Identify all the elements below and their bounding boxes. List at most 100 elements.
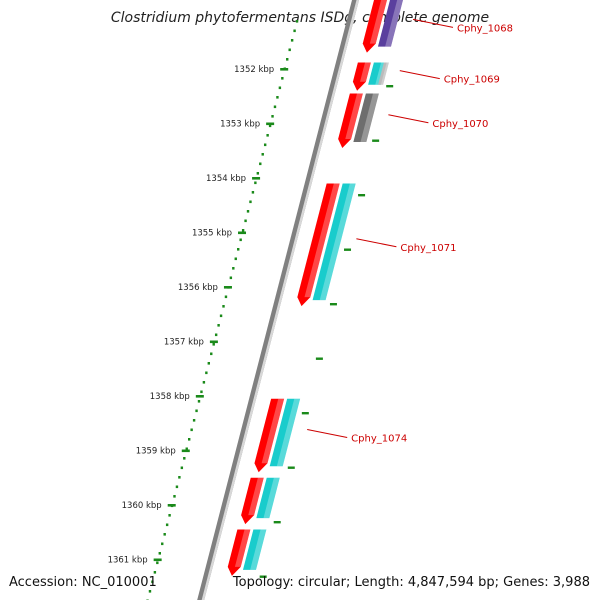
ruler-dot bbox=[151, 580, 154, 584]
gene-4-inner-shine bbox=[319, 183, 356, 301]
tick-label-1353: 1353 kbp bbox=[220, 120, 260, 130]
ruler-dot bbox=[219, 314, 223, 318]
ruler-dot bbox=[295, 20, 299, 23]
ruler-dot bbox=[276, 96, 279, 99]
gene-2-outer bbox=[352, 62, 371, 91]
gene-7-outer-body bbox=[227, 529, 251, 576]
gene-track bbox=[227, 0, 403, 576]
ruler-dot bbox=[156, 561, 159, 565]
tick-mark bbox=[252, 177, 261, 180]
inner-tick-mark bbox=[287, 466, 295, 469]
ruler-dot bbox=[210, 352, 213, 356]
gene-label-5: Cphy_1074 bbox=[351, 434, 407, 445]
ruler-dot bbox=[153, 571, 157, 574]
gene-3-outer-shine bbox=[345, 93, 363, 140]
gene-label-3: Cphy_1070 bbox=[432, 119, 488, 130]
ruler-dot bbox=[161, 542, 164, 546]
gene-5-outer bbox=[254, 398, 285, 473]
gene-6-inner bbox=[256, 477, 280, 519]
gene-1-outer-body bbox=[362, 0, 387, 53]
ruler-dot bbox=[165, 523, 169, 527]
gene-7-inner-body bbox=[242, 529, 267, 570]
ruler-dot bbox=[195, 409, 198, 413]
gene-6-outer-body bbox=[241, 477, 264, 525]
ruler-dot bbox=[239, 238, 242, 242]
gene-4-outer bbox=[297, 183, 340, 307]
tick-label-1356: 1356 kbp bbox=[178, 283, 218, 293]
ruler-dot bbox=[237, 248, 240, 251]
gene-3-outer bbox=[338, 93, 363, 149]
gene-3-outer-body bbox=[338, 93, 363, 149]
tick-label-1359: 1359 kbp bbox=[136, 447, 176, 457]
gene-3-inner bbox=[353, 93, 379, 143]
ruler-dot bbox=[259, 162, 262, 166]
gene-5-inner-shine bbox=[276, 398, 301, 467]
gene-1-inner bbox=[377, 0, 403, 47]
gene-2-outer-shine bbox=[360, 62, 371, 82]
ruler-dot bbox=[241, 229, 245, 232]
ruler-dot bbox=[281, 77, 284, 80]
ruler-dot bbox=[192, 419, 196, 422]
inner-tick-mark bbox=[301, 412, 309, 415]
gene-6-inner-shine bbox=[263, 477, 280, 519]
tick-mark bbox=[209, 340, 218, 344]
ruler-dot bbox=[229, 276, 233, 280]
gene-1-outer bbox=[362, 0, 387, 53]
gene-4-inner-body bbox=[312, 183, 356, 301]
leader-line-2 bbox=[399, 70, 440, 80]
tick-mark bbox=[195, 395, 204, 398]
ruler-dot bbox=[185, 447, 188, 451]
topology-text: Topology: circular; Length: 4,847,594 bp… bbox=[232, 575, 590, 590]
ruler-dot bbox=[205, 371, 208, 375]
tick-mark bbox=[280, 68, 289, 71]
ruler-dot bbox=[271, 115, 274, 118]
gene-labels: Cphy_1068 Cphy_1069 Cphy_1070 Cphy_1071 Cphy… bbox=[307, 18, 513, 445]
tick-mark bbox=[153, 558, 162, 562]
leader-line-3 bbox=[388, 114, 429, 124]
ruler-dot bbox=[163, 533, 166, 536]
ruler-dot bbox=[286, 58, 289, 61]
gene-6-outer bbox=[241, 477, 264, 525]
inner-tick-mark bbox=[259, 575, 267, 578]
genome-backbone bbox=[197, 0, 359, 600]
ruler-dot bbox=[273, 105, 277, 109]
gene-1-inner-shine bbox=[385, 0, 403, 47]
tick-label-1355: 1355 kbp bbox=[192, 229, 232, 239]
kbp-ticks: 1352 kbp 1353 kbp 1354 kbp 1355 kbp 1356 kbp… bbox=[108, 65, 394, 578]
gene-7-inner-shine bbox=[250, 529, 267, 570]
ruler-dot bbox=[234, 257, 237, 261]
ruler-dot bbox=[217, 324, 220, 327]
gene-3-inner-body bbox=[353, 93, 379, 143]
ruler-dot bbox=[261, 153, 264, 156]
ruler-dot bbox=[246, 210, 250, 213]
leader-line-1 bbox=[412, 18, 454, 28]
ruler-dot bbox=[266, 134, 269, 137]
gene-4-inner bbox=[312, 183, 356, 301]
tick-mark bbox=[167, 504, 176, 507]
gene-6-inner-body bbox=[256, 477, 280, 519]
gene-6-outer-shine bbox=[248, 477, 264, 516]
tick-label-1357: 1357 kbp bbox=[164, 338, 204, 348]
tick-label-1358: 1358 kbp bbox=[150, 392, 190, 402]
accession-text: Accession: NC_010001 bbox=[9, 575, 157, 590]
gene-5-inner-body bbox=[269, 398, 301, 467]
gene-label-1: Cphy_1068 bbox=[457, 23, 513, 34]
ruler-dot bbox=[168, 514, 171, 517]
gene-7-outer-shine bbox=[234, 529, 251, 567]
ruler-dot bbox=[173, 495, 176, 498]
ruler-dot bbox=[212, 343, 215, 346]
tick-label-1352: 1352 kbp bbox=[234, 65, 274, 75]
gene-7-inner bbox=[242, 529, 267, 570]
ruler-dot bbox=[183, 457, 186, 460]
inner-tick-mark bbox=[329, 303, 337, 306]
leader-line-5 bbox=[307, 429, 348, 439]
ruler-dot bbox=[288, 48, 291, 52]
ruler-dot bbox=[254, 181, 257, 185]
ruler-dot bbox=[197, 400, 201, 403]
gene-1-inner-body bbox=[377, 0, 403, 47]
tick-label-1360: 1360 kbp bbox=[122, 501, 162, 511]
gene-label-4: Cphy_1071 bbox=[400, 243, 456, 254]
inner-tick-mark bbox=[372, 139, 380, 142]
tick-label-1354: 1354 kbp bbox=[206, 174, 246, 184]
